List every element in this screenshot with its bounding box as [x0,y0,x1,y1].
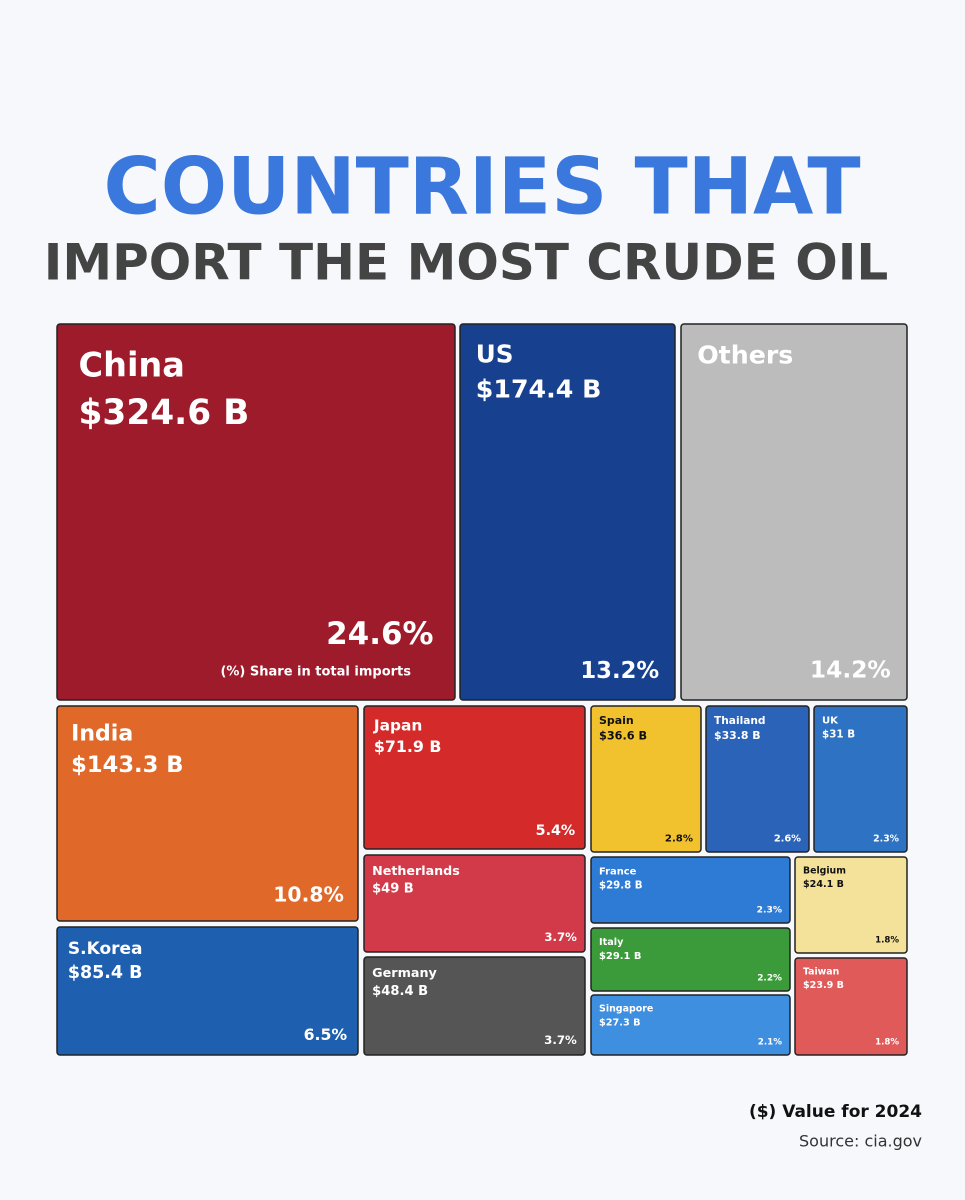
country-name: US [476,340,514,369]
tile [590,927,791,992]
share-label: 5.4% [536,823,575,839]
value-label: $23.9 B [803,980,844,991]
share-label: 2.8% [665,833,693,844]
country-name: Thailand [714,714,766,727]
country-name: Italy [599,937,624,948]
chart-title: COUNTRIES THAT [103,142,860,232]
tile [590,856,791,924]
share-label: 10.8% [273,883,344,907]
share-label: 13.2% [580,658,659,684]
country-name: China [78,345,184,384]
value-label: $36.6 B [599,730,647,743]
chart-subtitle: IMPORT THE MOST CRUDE OIL [44,234,888,292]
share-label: 6.5% [304,1025,348,1044]
tile [459,323,676,701]
value-label: $29.8 B [599,880,643,891]
value-label: $49 B [372,882,414,897]
value-label: $324.6 B [78,393,249,433]
tile [363,956,586,1056]
value-label: $33.8 B [714,729,761,742]
source: Source: cia.gov [799,1132,922,1151]
country-name: France [599,866,637,877]
share-label: 2.6% [774,834,801,845]
country-name: Spain [599,714,634,727]
tile [813,705,908,853]
tile [56,705,359,922]
annotation: (%) Share in total imports [220,665,411,680]
share-label: 1.8% [875,936,899,946]
tile [794,957,908,1056]
country-name: Netherlands [372,863,460,878]
value-label: $31 B [822,729,855,741]
value-label: $29.1 B [599,951,641,962]
country-name: Japan [373,716,422,734]
country-name: Belgium [803,866,846,877]
share-label: 2.3% [757,904,782,915]
share-label: 2.2% [757,974,782,984]
tile [705,705,810,853]
value-label: $27.3 B [599,1017,640,1028]
share-label: 3.7% [544,930,577,944]
value-label: $85.4 B [68,963,143,983]
share-label: 3.7% [544,1033,577,1047]
share-label: 1.8% [875,1038,899,1048]
country-name: S.Korea [68,939,143,959]
tile [590,994,791,1056]
share-label: 14.2% [810,656,891,683]
value-label: $48.4 B [372,984,428,999]
value-label: $71.9 B [374,737,442,756]
share-label: 2.3% [873,833,899,844]
country-name: Germany [372,966,437,981]
share-label: 2.1% [758,1038,782,1048]
tile [56,926,359,1056]
country-name: Singapore [599,1004,653,1015]
country-name: UK [822,715,839,726]
country-name: India [71,721,133,746]
tile [363,854,586,953]
value-label: $143.3 B [71,752,183,778]
value-label: $24.1 B [803,879,844,890]
country-name: Others [697,340,793,369]
footnote: ($) Value for 2024 [749,1102,922,1122]
value-label: $174.4 B [476,374,602,403]
tile [680,323,908,701]
share-label: 24.6% [326,616,433,652]
tile [794,856,908,954]
tile [590,705,702,853]
tile [363,705,586,850]
country-name: Taiwan [803,967,839,978]
tile [56,323,456,701]
